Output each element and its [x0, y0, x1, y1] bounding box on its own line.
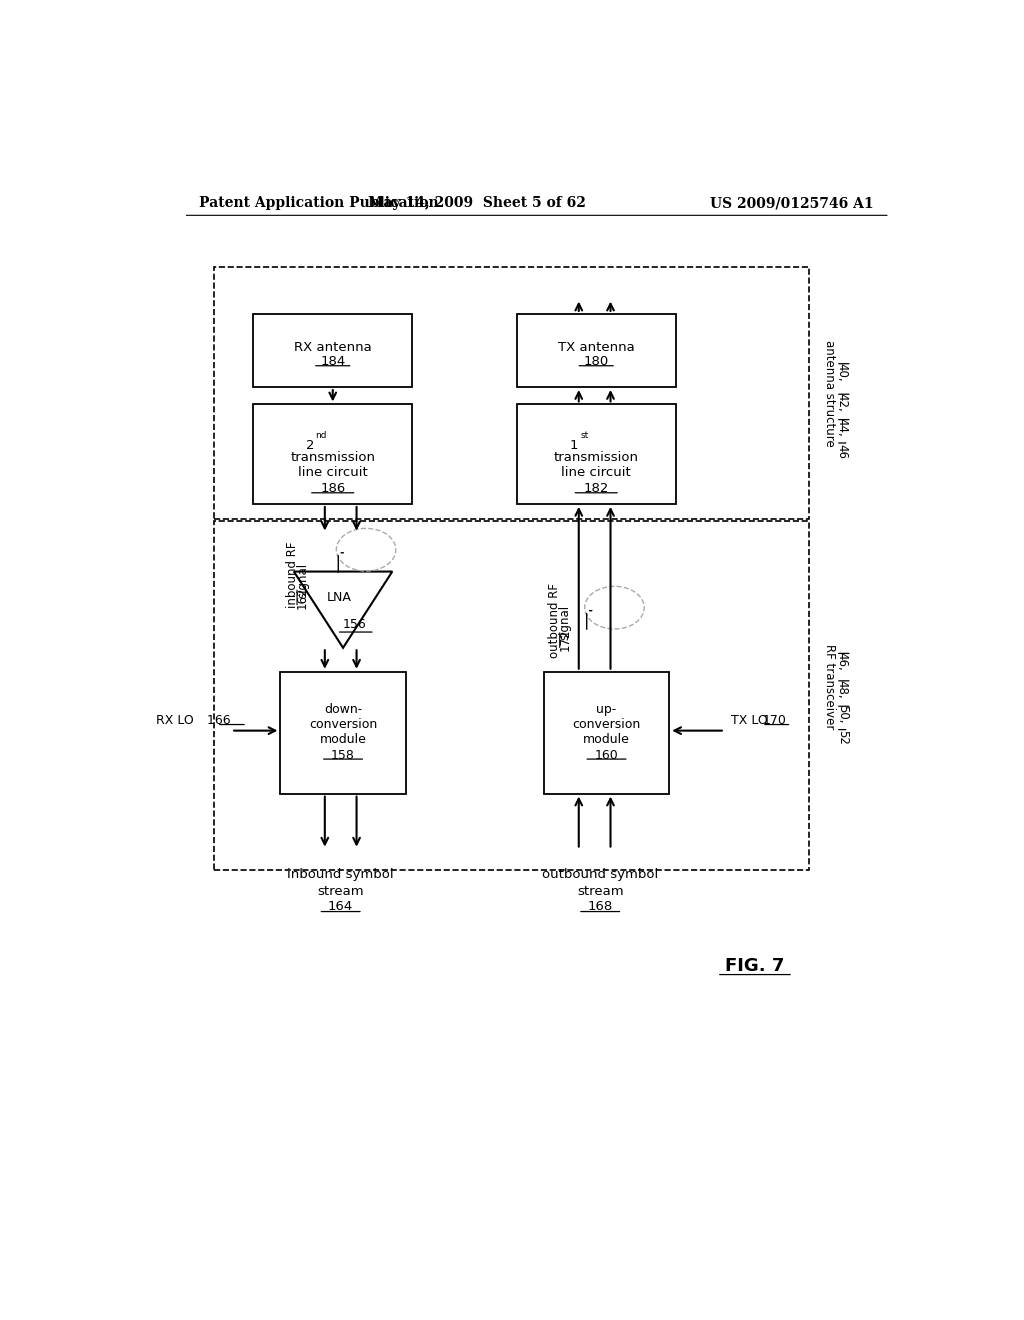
Text: 160: 160	[595, 748, 618, 762]
Text: Patent Application Publication: Patent Application Publication	[200, 197, 439, 210]
Text: 172: 172	[559, 628, 571, 652]
Text: 168: 168	[588, 900, 612, 913]
Bar	[281, 672, 406, 793]
Text: 1: 1	[569, 438, 579, 451]
Text: RF transceiver: RF transceiver	[823, 644, 836, 730]
Text: conversion: conversion	[309, 718, 377, 731]
Text: FIG. 7: FIG. 7	[725, 957, 784, 975]
Text: 164: 164	[328, 900, 353, 913]
Text: 52: 52	[836, 730, 849, 746]
Text: 46: 46	[836, 444, 849, 458]
Text: outbound symbol: outbound symbol	[542, 869, 658, 882]
Text: stream: stream	[317, 884, 364, 898]
Text: outbound RF: outbound RF	[549, 583, 561, 659]
Bar	[253, 404, 412, 504]
Text: transmission: transmission	[554, 450, 639, 463]
Text: 158: 158	[331, 748, 355, 762]
Text: 166: 166	[200, 714, 231, 727]
Text: up-: up-	[596, 702, 616, 715]
Bar	[253, 314, 412, 387]
Text: RX LO: RX LO	[156, 714, 194, 727]
Text: inbound RF: inbound RF	[286, 543, 299, 609]
Text: transmission: transmission	[290, 450, 375, 463]
Text: 42,: 42,	[836, 393, 849, 412]
Text: US 2009/0125746 A1: US 2009/0125746 A1	[711, 197, 873, 210]
Text: down-: down-	[324, 702, 362, 715]
Text: 50,: 50,	[836, 705, 849, 723]
Text: 180: 180	[584, 355, 609, 368]
Text: TX LO: TX LO	[731, 714, 768, 727]
Bar	[517, 314, 676, 387]
Text: May 14, 2009  Sheet 5 of 62: May 14, 2009 Sheet 5 of 62	[369, 197, 586, 210]
Bar	[544, 672, 670, 793]
Text: antenna structure: antenna structure	[823, 339, 836, 446]
Text: nd: nd	[315, 432, 327, 441]
Text: RX antenna: RX antenna	[294, 341, 372, 354]
Text: inbound symbol: inbound symbol	[288, 869, 394, 882]
Text: 182: 182	[584, 482, 609, 495]
Text: 48,: 48,	[836, 680, 849, 698]
Text: line circuit: line circuit	[561, 466, 631, 479]
Text: 156: 156	[342, 619, 366, 631]
Text: 170: 170	[763, 714, 786, 727]
Text: 162: 162	[296, 586, 309, 609]
Text: line circuit: line circuit	[298, 466, 368, 479]
Bar	[214, 267, 809, 519]
Text: 40,: 40,	[836, 363, 849, 381]
Text: module: module	[319, 734, 367, 746]
Text: signal: signal	[559, 606, 571, 640]
Text: conversion: conversion	[572, 718, 641, 731]
Bar	[517, 404, 676, 504]
Text: 184: 184	[321, 355, 345, 368]
Text: 2: 2	[306, 438, 314, 451]
Text: 46,: 46,	[836, 652, 849, 671]
Text: stream: stream	[577, 884, 624, 898]
Text: 44,: 44,	[836, 418, 849, 437]
Bar	[214, 521, 809, 870]
Text: signal: signal	[296, 562, 309, 598]
Text: TX antenna: TX antenna	[558, 341, 635, 354]
Text: 186: 186	[321, 482, 345, 495]
Text: LNA: LNA	[327, 591, 351, 605]
Text: module: module	[583, 734, 630, 746]
Text: st: st	[581, 432, 589, 441]
